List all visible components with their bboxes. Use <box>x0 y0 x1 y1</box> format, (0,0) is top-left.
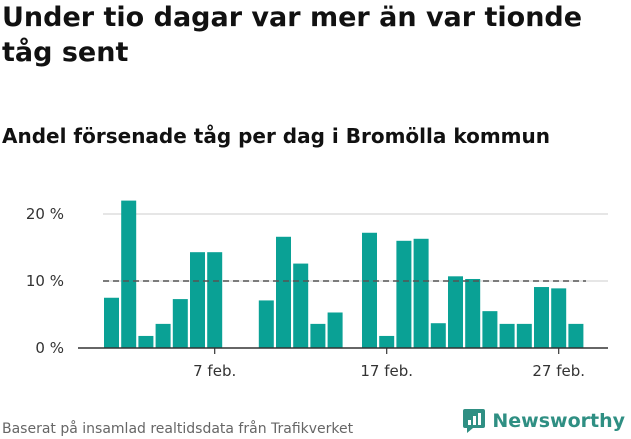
source-note: Baserat på insamlad realtidsdata från Tr… <box>2 421 354 437</box>
brand-name: Newsworthy <box>492 410 625 432</box>
bar <box>499 323 515 348</box>
chart-subtitle: Andel försenade tåg per dag i Bromölla k… <box>2 124 550 148</box>
bar <box>379 335 395 348</box>
bar <box>534 287 549 348</box>
bar <box>310 323 326 348</box>
bar <box>138 335 154 348</box>
x-tick-label: 27 feb. <box>532 362 585 380</box>
bar <box>551 288 567 348</box>
y-tick-label: 10 % <box>26 272 64 290</box>
y-tick-label: 0 % <box>35 339 64 357</box>
bar <box>327 312 343 348</box>
bar <box>293 263 309 348</box>
bar <box>190 252 205 348</box>
bar-chart: 0 % 10 % 20 % 7 feb. 17 feb. 27 feb. <box>26 200 608 380</box>
bar <box>465 278 481 348</box>
bar <box>207 252 223 348</box>
bar <box>121 200 137 348</box>
bar <box>396 240 412 348</box>
chart-title: Under tio dagar var mer än var tionde tå… <box>2 2 583 68</box>
x-tick-label: 7 feb. <box>193 362 236 380</box>
bar <box>516 323 532 348</box>
bar <box>482 311 498 348</box>
bar <box>430 323 446 348</box>
y-tick-label: 20 % <box>26 205 64 223</box>
x-tick-label: 17 feb. <box>360 362 413 380</box>
bar <box>155 323 171 348</box>
bar <box>172 299 188 348</box>
bar <box>413 238 429 348</box>
brand: Newsworthy <box>462 408 625 434</box>
bar <box>258 300 274 348</box>
bar <box>104 297 119 348</box>
bar <box>568 323 584 348</box>
newsworthy-logo-icon <box>463 409 486 433</box>
bar <box>362 232 377 348</box>
bar <box>448 276 463 348</box>
bar <box>276 236 291 348</box>
